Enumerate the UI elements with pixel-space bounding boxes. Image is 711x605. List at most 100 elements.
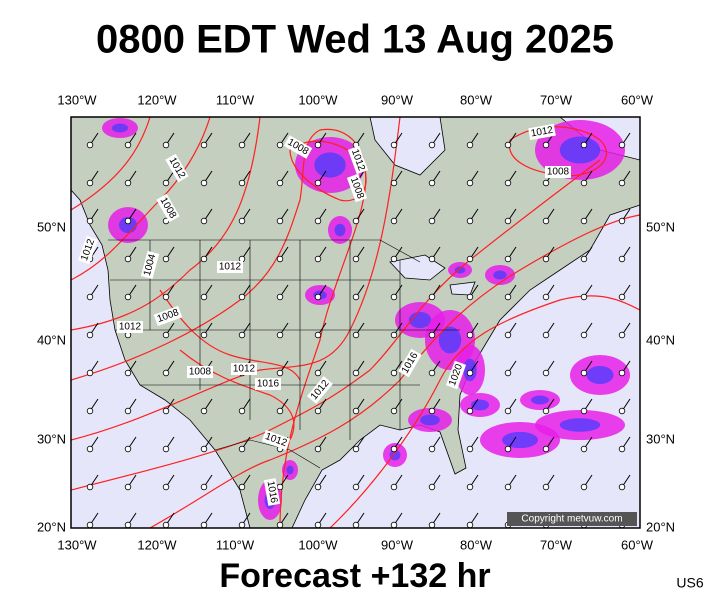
- barb-station: [580, 141, 588, 149]
- isobar-label-bg: [545, 166, 571, 178]
- isobar-label: 1016: [257, 379, 280, 390]
- barb-station: [238, 445, 246, 453]
- barb-station: [390, 407, 398, 415]
- lon-label-bottom: 100°W: [298, 537, 338, 552]
- lon-label-bottom: 60°W: [621, 537, 654, 552]
- barb-station: [618, 483, 626, 491]
- lon-label-bottom: 70°W: [540, 537, 573, 552]
- barb-station: [238, 179, 246, 187]
- isobar-label-group: 1004: [140, 250, 160, 280]
- barb-station: [276, 331, 284, 339]
- barb-station: [618, 255, 626, 263]
- barb-station: [466, 141, 474, 149]
- barb-station: [200, 255, 208, 263]
- isobar-label-bg: [217, 261, 243, 273]
- precip-core: [502, 431, 538, 449]
- barb-station: [504, 369, 512, 377]
- barb-station: [618, 179, 626, 187]
- precip-core: [111, 123, 129, 133]
- barb-station: [314, 293, 322, 301]
- lon-label-bottom: 90°W: [381, 537, 414, 552]
- barb-station: [124, 217, 132, 225]
- barb-station: [618, 141, 626, 149]
- precip-core: [454, 266, 466, 274]
- barb-station: [124, 293, 132, 301]
- barb-station: [390, 369, 398, 377]
- isobar-label-bg: [307, 376, 333, 404]
- lon-label-bottom: 80°W: [460, 537, 493, 552]
- map-frame: [70, 116, 641, 529]
- barb-station: [200, 331, 208, 339]
- barb-station: [314, 141, 322, 149]
- lon-label-top: 70°W: [540, 92, 573, 107]
- barb-station: [124, 483, 132, 491]
- lat-label-right: 40°N: [646, 332, 675, 347]
- lon-label-top: 110°W: [216, 92, 255, 107]
- barb-station: [238, 141, 246, 149]
- barb-station: [124, 369, 132, 377]
- barb-station: [238, 331, 246, 339]
- copyright-box: [507, 512, 637, 526]
- barb-station: [162, 369, 170, 377]
- barb-station: [618, 293, 626, 301]
- barb-station: [276, 407, 284, 415]
- barb-station: [200, 141, 208, 149]
- barb-station: [390, 331, 398, 339]
- barb-station: [390, 445, 398, 453]
- barb-station: [200, 445, 208, 453]
- barb-station: [238, 407, 246, 415]
- barb-station: [504, 331, 512, 339]
- isobar-label-bg: [283, 135, 313, 159]
- barb-station: [542, 483, 550, 491]
- barb-station: [580, 293, 588, 301]
- barb-station: [314, 445, 322, 453]
- barb-station: [618, 217, 626, 225]
- barb-station: [314, 521, 322, 528]
- precip-core: [559, 136, 601, 164]
- isobar-label-bg: [445, 360, 467, 390]
- barb-station: [314, 369, 322, 377]
- lon-label-top: 120°W: [137, 92, 177, 107]
- isobar-label: 1012: [219, 262, 242, 273]
- map-title: 0800 EDT Wed 13 Aug 2025: [96, 18, 614, 62]
- barb-station: [580, 255, 588, 263]
- barb-station: [124, 445, 132, 453]
- precip-core: [586, 366, 614, 384]
- barb-station: [542, 407, 550, 415]
- barb-station: [504, 179, 512, 187]
- lon-label-top: 60°W: [621, 92, 654, 107]
- lon-label-top: 130°W: [57, 92, 97, 107]
- precipitation: [102, 118, 630, 520]
- barb-station: [618, 407, 626, 415]
- barb-station: [428, 293, 436, 301]
- barb-station: [542, 255, 550, 263]
- lon-label-bottom: 110°W: [216, 537, 255, 552]
- barb-station: [162, 255, 170, 263]
- barb-station: [352, 407, 360, 415]
- precip-core: [334, 223, 346, 237]
- isobar-label-group: 1008: [187, 366, 213, 378]
- barb-station: [428, 141, 436, 149]
- barb-station: [580, 217, 588, 225]
- barb-station: [428, 179, 436, 187]
- precip-core: [493, 270, 507, 280]
- barb-station: [162, 179, 170, 187]
- barb-station: [86, 141, 94, 149]
- precip-core: [531, 395, 549, 405]
- barb-station: [352, 445, 360, 453]
- barb-station: [162, 293, 170, 301]
- barb-station: [352, 293, 360, 301]
- lon-label-top: 90°W: [381, 92, 414, 107]
- lat-label-left: 30°N: [37, 431, 66, 446]
- barb-station: [86, 331, 94, 339]
- barb-station: [200, 521, 208, 528]
- barb-station: [314, 331, 322, 339]
- barb-station: [276, 521, 284, 528]
- isobar-label-bg: [398, 348, 422, 378]
- barb-station: [466, 293, 474, 301]
- isobar-label-bg: [231, 363, 257, 375]
- barb-station: [428, 483, 436, 491]
- land: [71, 117, 640, 528]
- barb-station: [504, 217, 512, 225]
